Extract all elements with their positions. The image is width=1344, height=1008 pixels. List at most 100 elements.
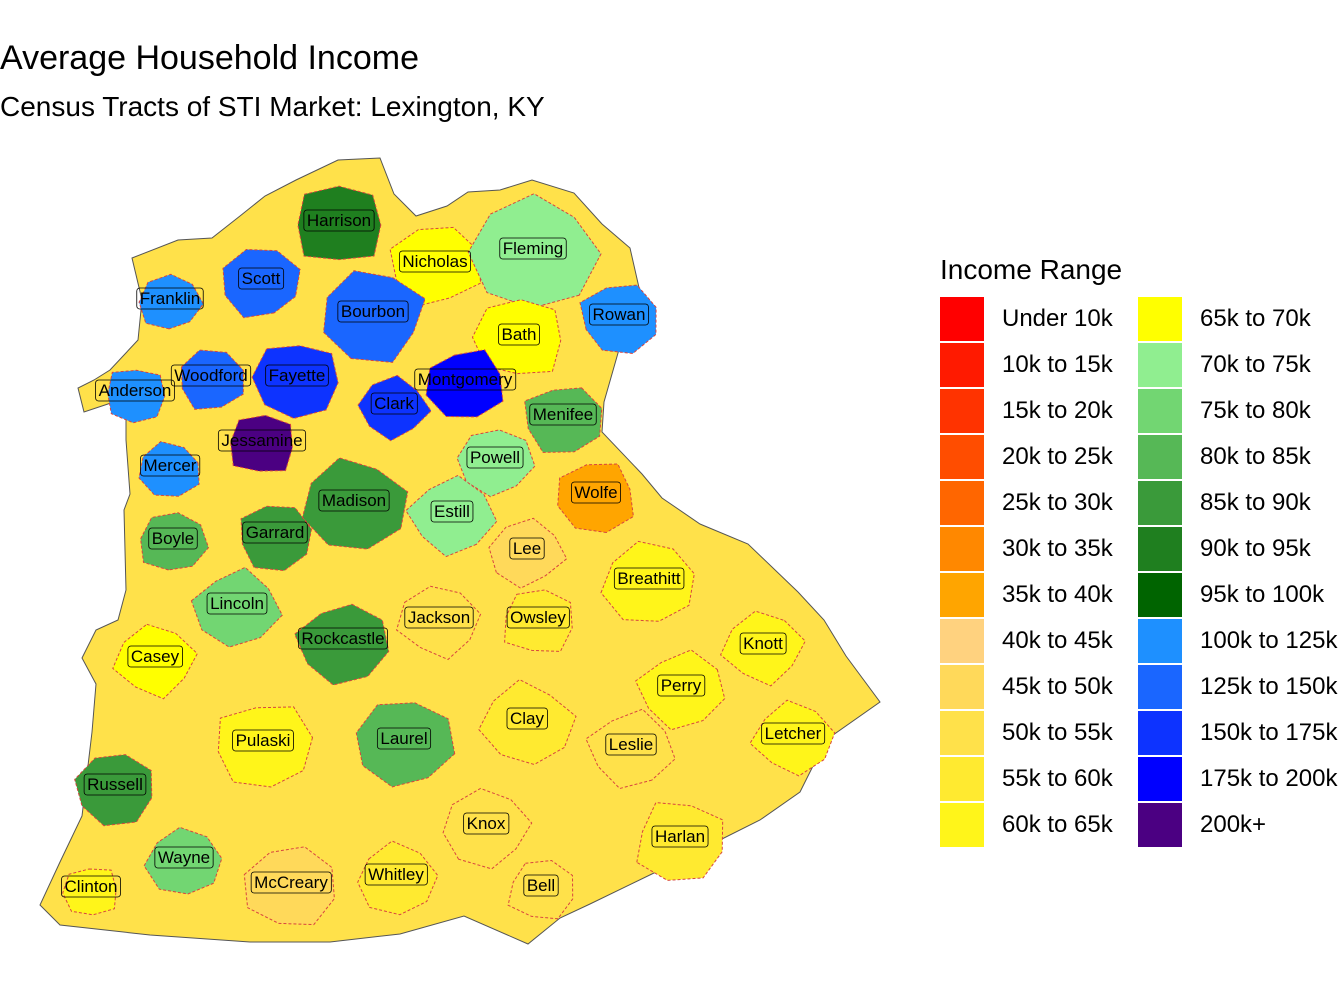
county-name: Jessamine bbox=[221, 431, 302, 450]
county-region bbox=[62, 868, 117, 916]
county-label-box bbox=[463, 812, 510, 835]
county-name: Harlan bbox=[655, 827, 705, 846]
county-label-box bbox=[398, 250, 472, 273]
county-label: Powell bbox=[466, 446, 524, 469]
legend-label: 70k to 75k bbox=[1200, 351, 1311, 378]
county-label-box bbox=[154, 846, 214, 869]
legend-label: 30k to 35k bbox=[1002, 535, 1113, 562]
county-name: Perry bbox=[661, 676, 702, 695]
county-label: Casey bbox=[127, 645, 183, 668]
county-name: Bourbon bbox=[341, 302, 405, 321]
county-label: Bell bbox=[523, 874, 559, 897]
county-label-box bbox=[95, 379, 175, 402]
legend-label: 25k to 30k bbox=[1002, 489, 1113, 516]
county-name: Menifee bbox=[533, 405, 593, 424]
county-region bbox=[107, 369, 166, 424]
map-subtitle: Census Tracts of STI Market: Lexington, … bbox=[0, 91, 545, 122]
legend-label: 95k to 100k bbox=[1200, 581, 1325, 608]
county-label: Nicholas bbox=[398, 250, 472, 273]
county-name: Madison bbox=[322, 491, 386, 510]
county-label: Bourbon bbox=[337, 300, 409, 323]
county-name: Powell bbox=[470, 448, 520, 467]
legend-label: 15k to 20k bbox=[1002, 397, 1113, 424]
county-name: Harrison bbox=[307, 211, 371, 230]
county-label-box bbox=[430, 500, 474, 523]
county-label-box bbox=[506, 707, 548, 730]
legend-label: 45k to 50k bbox=[1002, 673, 1113, 700]
county-region bbox=[396, 585, 482, 661]
legend-label: 35k to 40k bbox=[1002, 581, 1113, 608]
county-label: Harrison bbox=[303, 209, 375, 232]
legend-swatch bbox=[940, 389, 984, 433]
county-label-box bbox=[242, 521, 308, 544]
county-label-box bbox=[466, 446, 524, 469]
county-region bbox=[719, 610, 806, 687]
county-name: Bell bbox=[527, 876, 555, 895]
county-name: Jackson bbox=[408, 608, 470, 627]
county-name: Franklin bbox=[140, 289, 200, 308]
county-label: Boyle bbox=[148, 527, 198, 550]
county-label: Woodford bbox=[170, 364, 252, 387]
county-name: Pulaski bbox=[236, 731, 291, 750]
county-region bbox=[634, 649, 726, 731]
county-region bbox=[557, 463, 634, 534]
county-label-box bbox=[140, 454, 201, 477]
legend-swatch bbox=[1138, 297, 1182, 341]
legend-label: 90k to 95k bbox=[1200, 535, 1311, 562]
county-name: Laurel bbox=[380, 729, 427, 748]
county-label: Montgomery bbox=[414, 368, 517, 391]
legend-swatch bbox=[940, 619, 984, 663]
legend-swatch bbox=[1138, 619, 1182, 663]
county-label-box bbox=[613, 567, 685, 590]
legend-swatch bbox=[1138, 527, 1182, 571]
county-label: Lincoln bbox=[206, 592, 268, 615]
county-label: Jackson bbox=[404, 606, 474, 629]
county-label-box bbox=[136, 287, 204, 310]
county-label-box bbox=[170, 364, 252, 387]
county-region bbox=[112, 623, 198, 700]
legend-swatch bbox=[1138, 757, 1182, 801]
legend-swatch bbox=[1138, 665, 1182, 709]
county-label-box bbox=[206, 592, 268, 615]
county-region bbox=[442, 787, 533, 870]
county-region bbox=[301, 457, 409, 550]
county-label-box bbox=[506, 606, 570, 629]
county-label-box bbox=[651, 825, 709, 848]
county-label: Laurel bbox=[376, 727, 432, 750]
legend-swatch bbox=[940, 711, 984, 755]
choropleth-map: Harrison Nicholas Fleming Scott Franklin Bour… bbox=[39, 157, 881, 945]
county-label: Garrard bbox=[242, 521, 308, 544]
county-label-box bbox=[589, 303, 649, 326]
legend: Income Range Under 10k 10k to 15k 15k to 2… bbox=[940, 250, 1344, 856]
county-label: Menifee bbox=[529, 403, 597, 426]
county-region bbox=[749, 699, 836, 777]
county-region bbox=[488, 517, 568, 589]
county-label: Perry bbox=[657, 674, 706, 697]
county-name: Knott bbox=[743, 634, 783, 653]
county-label: Leslie bbox=[605, 733, 657, 756]
county-region bbox=[467, 193, 602, 309]
county-label: Knott bbox=[739, 632, 787, 655]
county-label: Fayette bbox=[265, 364, 329, 387]
legend-swatch bbox=[940, 803, 984, 847]
county-name: Wayne bbox=[158, 848, 210, 867]
legend-label: Under 10k bbox=[1002, 305, 1113, 332]
legend-swatch bbox=[1138, 435, 1182, 479]
legend-title: Income Range bbox=[940, 254, 1123, 285]
county-label: Harlan bbox=[651, 825, 709, 848]
county-label-box bbox=[509, 537, 545, 560]
legend-swatch bbox=[1138, 573, 1182, 617]
county-region bbox=[222, 248, 301, 319]
county-label-box bbox=[318, 489, 390, 512]
county-region bbox=[140, 512, 210, 571]
county-region bbox=[600, 540, 695, 622]
legend-swatch bbox=[1138, 803, 1182, 847]
county-region bbox=[636, 802, 724, 881]
county-region bbox=[425, 349, 504, 418]
legend-label: 175k to 200k bbox=[1200, 765, 1338, 792]
county-region bbox=[190, 566, 283, 648]
county-region bbox=[217, 706, 314, 788]
legend-swatch bbox=[940, 435, 984, 479]
county-label: Breathitt bbox=[613, 567, 685, 590]
county-label-box bbox=[605, 733, 657, 756]
